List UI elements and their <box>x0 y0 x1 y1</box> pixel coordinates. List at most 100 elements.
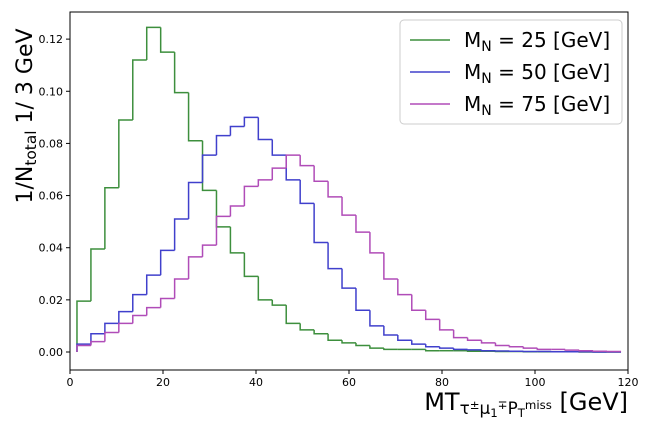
hist-step <box>215 134 231 156</box>
hist-step <box>383 348 398 351</box>
hist-step <box>355 288 370 312</box>
y-axis-label: 1/Ntotal 1/ 3 GeV <box>13 28 40 203</box>
hist-step <box>90 248 105 302</box>
hist-step <box>355 215 370 233</box>
hist-step <box>383 325 398 336</box>
hist-step <box>215 190 231 228</box>
hist-step <box>132 293 147 312</box>
hist-step <box>104 186 119 250</box>
hist-step <box>313 203 329 244</box>
hist-step <box>424 344 440 348</box>
hist-step <box>466 349 482 351</box>
hist-step <box>397 335 412 342</box>
hist-step <box>76 300 91 353</box>
hist-step <box>229 205 245 217</box>
hist-step <box>187 256 203 280</box>
hist-step <box>118 322 133 333</box>
hist-step <box>452 329 468 339</box>
hist-step <box>271 167 287 180</box>
x-tick-label: 100 <box>525 376 546 389</box>
hist-step <box>159 297 175 308</box>
hist-step <box>508 345 524 348</box>
hist-step <box>592 350 608 352</box>
hist-step <box>257 117 273 141</box>
hist-step <box>536 348 552 351</box>
hist-step <box>271 139 287 156</box>
hist-step <box>159 249 175 276</box>
hist-step <box>201 244 217 257</box>
hist-step <box>243 185 259 206</box>
y-tick-label: 0.10 <box>39 85 64 98</box>
hist-step <box>522 346 538 349</box>
hist-step <box>466 350 482 352</box>
hist-step <box>313 329 329 335</box>
hist-step <box>411 294 426 312</box>
hist-step <box>494 342 510 347</box>
y-tick-label: 0.08 <box>39 137 64 150</box>
hist-step <box>452 348 468 351</box>
hist-step <box>411 340 426 345</box>
hist-step <box>327 181 343 198</box>
x-tick-label: 40 <box>249 376 263 389</box>
hist-step <box>466 337 482 342</box>
hist-step <box>132 314 147 324</box>
hist-step <box>145 306 161 316</box>
x-tick-label: 120 <box>618 376 639 389</box>
legend-label: MN = 75 [GeV] <box>464 92 610 119</box>
hist-step <box>480 349 496 352</box>
hist-step <box>341 196 356 216</box>
hist-step <box>159 27 175 53</box>
hist-step <box>271 299 287 306</box>
hist-step <box>201 140 217 192</box>
hist-step <box>327 333 343 342</box>
hist-step <box>299 323 315 331</box>
x-tick-label: 0 <box>67 376 74 389</box>
hist-step <box>118 119 133 188</box>
hist-step <box>397 279 412 296</box>
hist-step <box>173 278 189 299</box>
hist-step <box>76 344 91 353</box>
hist-step <box>104 331 119 342</box>
hist-step <box>243 252 259 278</box>
hist-step <box>424 310 440 321</box>
legend-label: MN = 50 [GeV] <box>464 60 610 87</box>
hist-step <box>355 342 370 347</box>
y-tick-label: 0.06 <box>39 190 64 203</box>
hist-step <box>187 92 203 142</box>
hist-step <box>438 319 454 331</box>
hist-step <box>285 155 301 181</box>
y-tick-label: 0.02 <box>39 294 64 307</box>
hist-step <box>341 340 356 344</box>
hist-step <box>299 179 315 205</box>
hist-step <box>299 155 315 167</box>
hist-step <box>313 165 329 182</box>
hist-step <box>578 349 594 352</box>
hist-step <box>480 340 496 344</box>
hist-step <box>229 125 245 136</box>
hist-step <box>118 310 133 324</box>
hist-step <box>145 26 161 60</box>
hist-step <box>187 181 203 220</box>
hist-step <box>104 322 119 334</box>
x-axis-label: MTτ±μ1∓PTmiss [GeV] <box>424 388 628 420</box>
x-tick-label: 20 <box>156 376 170 389</box>
hist-step <box>369 232 384 254</box>
hist-step <box>201 154 217 183</box>
hist-step <box>132 59 147 120</box>
hist-step <box>90 333 105 345</box>
x-tick-label: 80 <box>435 376 449 389</box>
hist-step <box>424 349 440 352</box>
hist-step <box>257 276 273 301</box>
x-tick-label: 60 <box>342 376 356 389</box>
y-tick-label: 0.00 <box>39 346 64 359</box>
hist-step <box>341 268 356 289</box>
hist-step <box>564 349 580 351</box>
hist-step <box>369 310 384 327</box>
hist-step <box>215 215 231 246</box>
legend-label: MN = 25 [GeV] <box>464 28 610 55</box>
hist-step <box>173 218 189 251</box>
hist-step <box>173 52 189 94</box>
hist-step <box>145 274 161 295</box>
hist-step <box>369 345 384 349</box>
